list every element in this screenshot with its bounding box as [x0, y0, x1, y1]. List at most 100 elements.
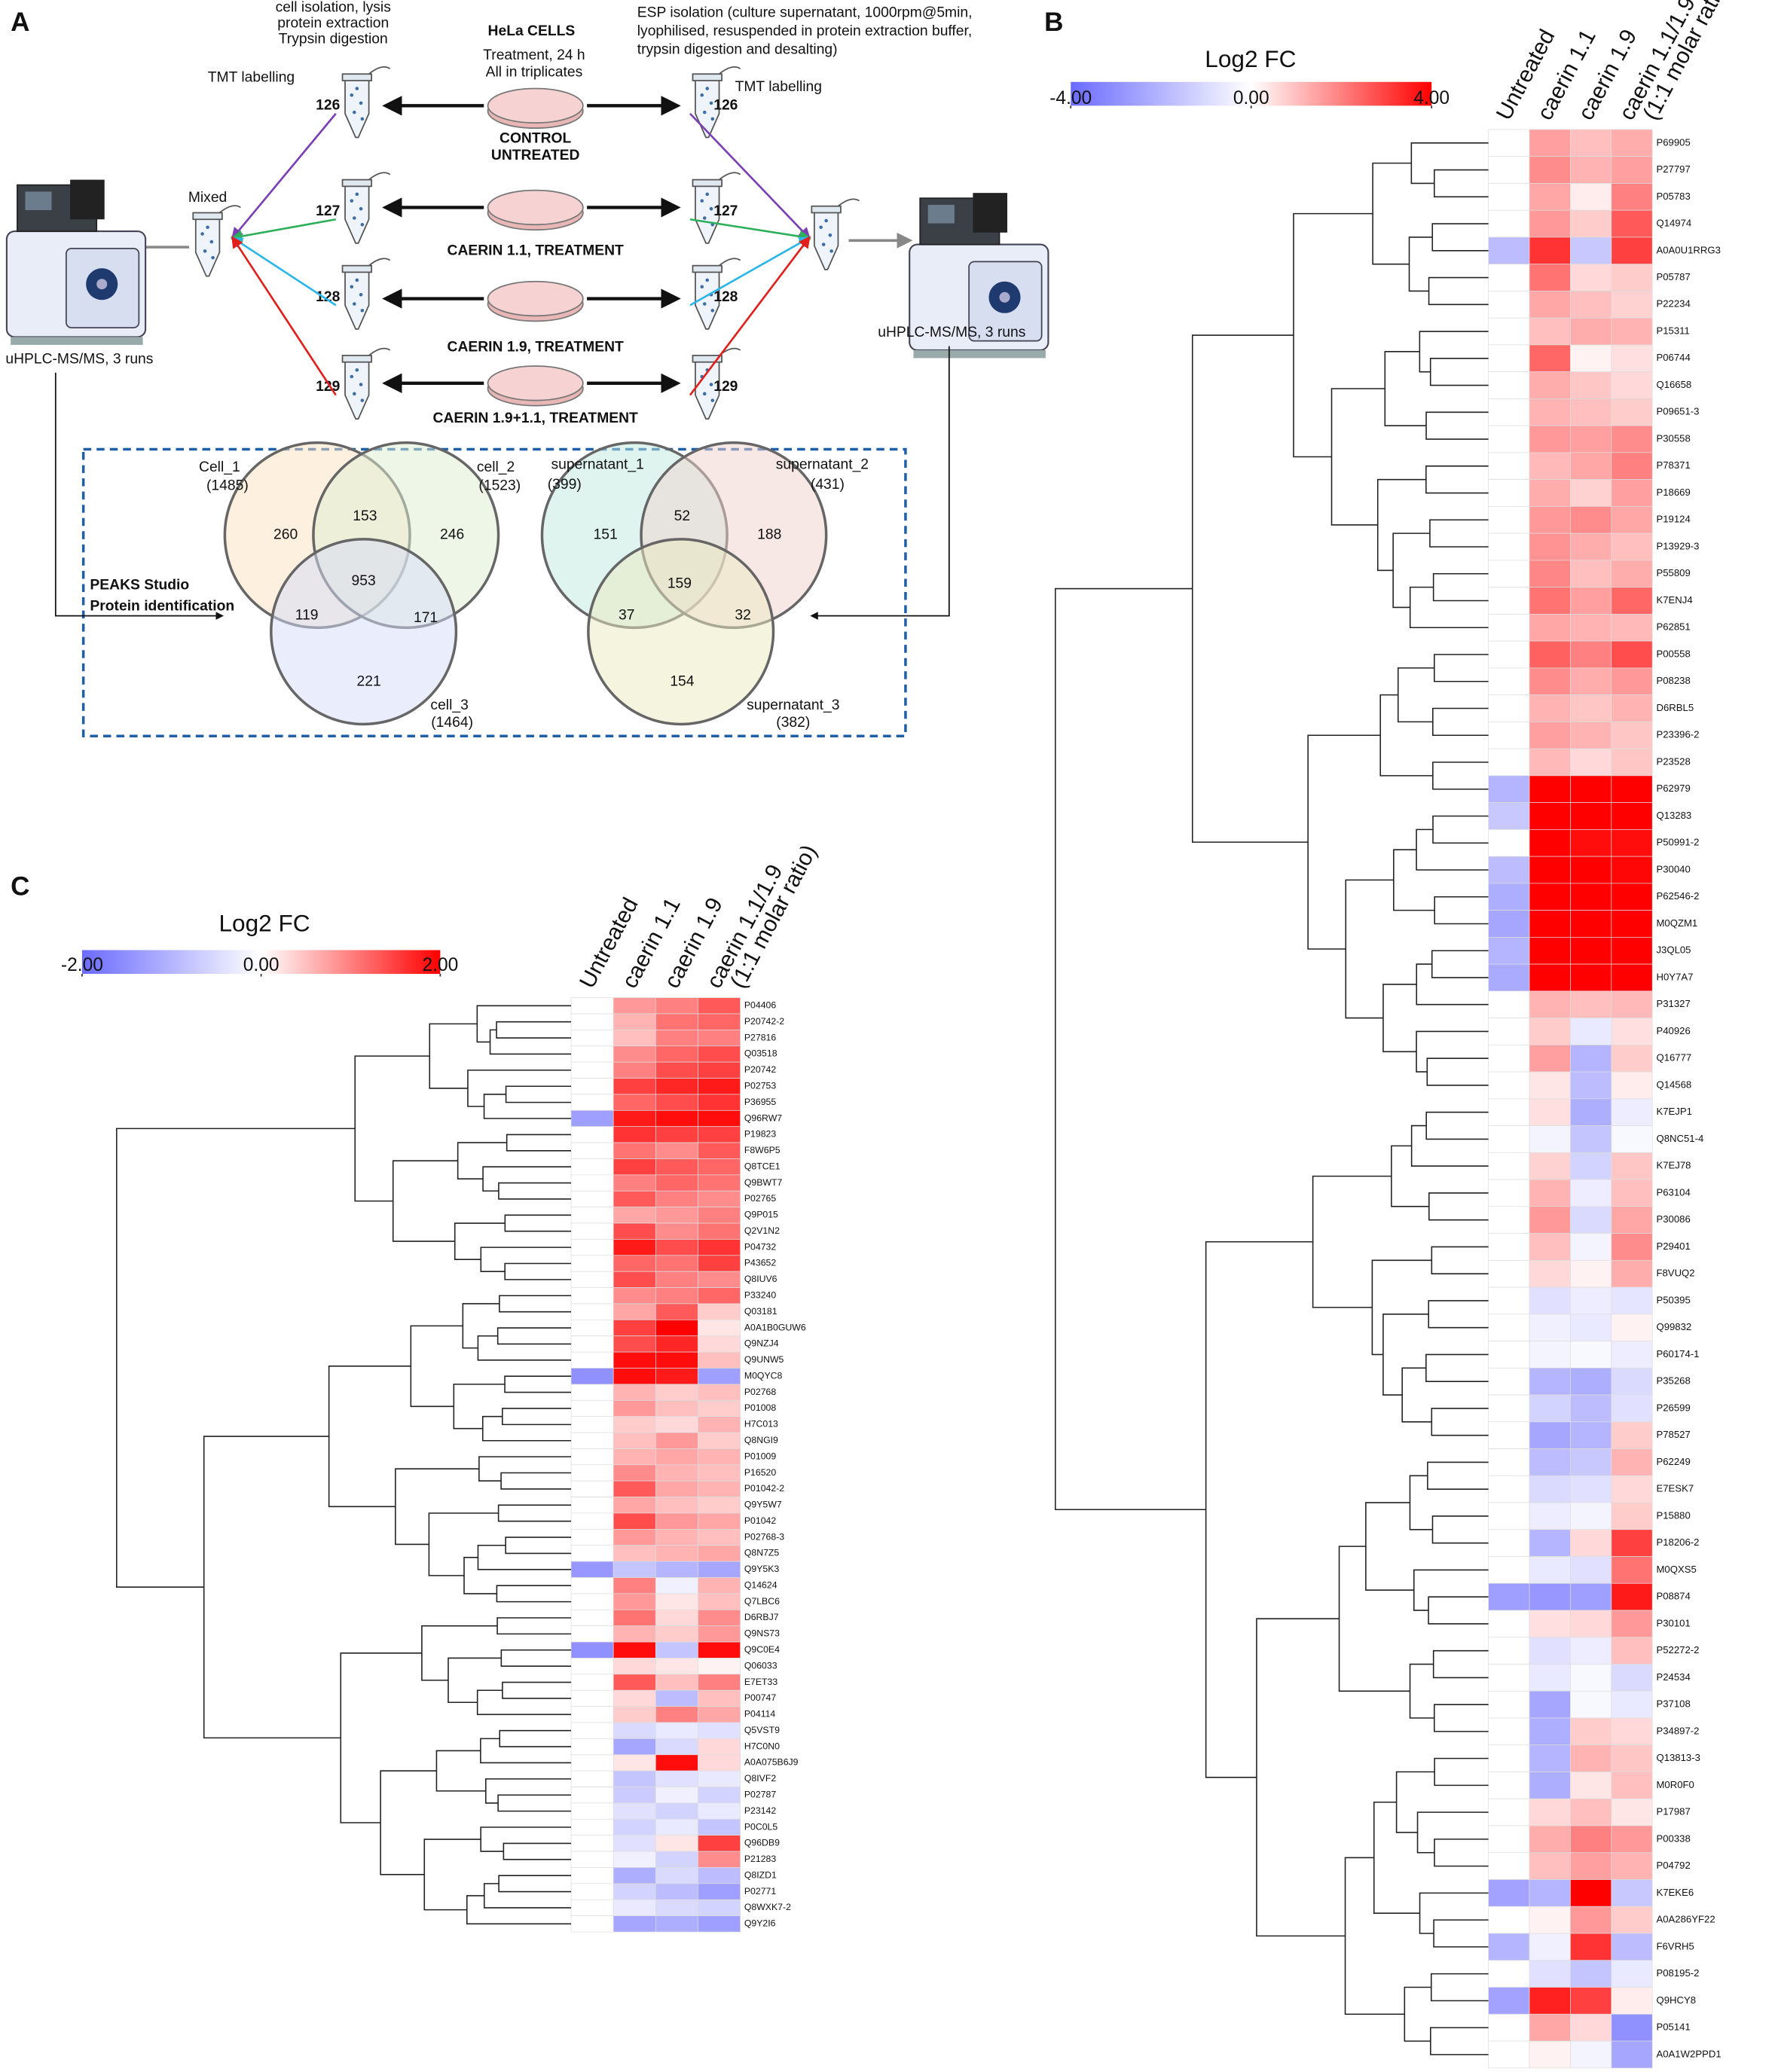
heat-cell [1529, 209, 1571, 238]
tube-dot [353, 110, 356, 114]
row-label: P08238 [1656, 675, 1690, 686]
heat-cell [1529, 1987, 1571, 2015]
heat-cell [698, 1674, 741, 1691]
heat-cell [1529, 371, 1571, 399]
heat-cell [1529, 1906, 1571, 1934]
heat-cell [655, 1061, 698, 1079]
heat-cell [1488, 802, 1530, 830]
heat-cell [655, 1158, 698, 1176]
venn-count: 159 [668, 576, 692, 592]
heat-cell [1529, 1744, 1571, 1772]
heat-cell [1488, 1529, 1530, 1557]
heat-cell [1529, 1879, 1571, 1907]
heat-cell [1488, 1637, 1530, 1665]
heat-cell [1529, 614, 1571, 642]
heat-cell [570, 1399, 614, 1417]
row-label: M0R0F0 [1656, 1779, 1694, 1790]
heat-cell [1570, 1314, 1612, 1341]
heat-cell [1488, 398, 1530, 426]
row-label: P05783 [1656, 191, 1690, 202]
row-label: P50991-2 [1656, 837, 1699, 848]
label: CAERIN 1.9, TREATMENT [448, 340, 624, 356]
row-label: P52272-2 [1656, 1644, 1699, 1655]
label: TMT labelling [208, 70, 295, 86]
heat-cell [1529, 236, 1571, 265]
row-label: P24534 [1656, 1671, 1690, 1683]
heat-cell [1488, 587, 1530, 615]
heat-cell [655, 1399, 698, 1417]
row-label: P00558 [1656, 648, 1690, 659]
tube-dot [700, 285, 704, 288]
heat-cell [613, 1335, 656, 1353]
heat-cell [1529, 1044, 1571, 1073]
heat-cell [1570, 1933, 1612, 1961]
heat-cell [1611, 748, 1653, 777]
heat-cell [698, 1448, 741, 1466]
venn-set-name: cell_2 [477, 459, 515, 475]
heat-cell [1529, 1286, 1571, 1315]
heat-cell [655, 1770, 698, 1787]
tube-dot [350, 199, 354, 203]
heat-cell [613, 1126, 656, 1143]
heat-cell [613, 1609, 656, 1627]
heat-cell [1570, 1744, 1612, 1772]
heat-cell [1570, 156, 1612, 184]
row-label: P01008 [744, 1402, 776, 1413]
heat-cell [1488, 344, 1530, 373]
heat-cell [613, 1754, 656, 1771]
heat-cell [1570, 1502, 1612, 1530]
heat-cell [1488, 829, 1530, 857]
heat-cell [1488, 667, 1530, 695]
heat-cell [1529, 1960, 1571, 1988]
heat-cell [570, 1609, 614, 1627]
heat-cell [613, 1045, 656, 1063]
heat-cell [1488, 1690, 1530, 1719]
tube-dot [829, 249, 833, 253]
row-label: D6RBL5 [1656, 702, 1694, 713]
heat-cell [698, 1207, 741, 1224]
heat-cell [655, 1561, 698, 1578]
heat-cell [570, 1497, 614, 1514]
heat-cell [1488, 1906, 1530, 1934]
heat-cell [1611, 1044, 1653, 1073]
heat-cell [1570, 1987, 1612, 2015]
row-label: Q14568 [1656, 1079, 1691, 1090]
tube-dot [360, 222, 365, 227]
tube-dot [819, 225, 823, 230]
heat-cell [655, 1738, 698, 1756]
heat-cell [1529, 856, 1571, 884]
flow-line [54, 372, 224, 620]
row-label: P01042-2 [744, 1483, 784, 1494]
heat-cell [1570, 371, 1612, 399]
heat-cell [1611, 317, 1653, 346]
row-label: K7EJP1 [1656, 1106, 1691, 1117]
heat-cell [1488, 1475, 1530, 1503]
heat-cell [655, 1497, 698, 1514]
row-label: P27797 [1656, 163, 1690, 175]
heat-cell [1611, 1179, 1653, 1207]
heat-cell [570, 1689, 614, 1707]
heat-cell [1570, 1825, 1612, 1854]
row-label: A0A1B0GUW6 [744, 1322, 806, 1332]
heat-cell [1529, 1152, 1571, 1180]
colorbar-tick-label: -4.00 [1049, 88, 1092, 108]
heat-cell [1611, 1771, 1653, 1799]
arrow [231, 236, 337, 396]
heat-cell [613, 1448, 656, 1466]
heat-cell [1488, 1367, 1530, 1396]
heat-cell [613, 1303, 656, 1320]
flow-line [810, 346, 950, 620]
heat-cell [655, 1464, 698, 1482]
row-label: A0A075B6J9 [744, 1757, 799, 1768]
heat-cell [1529, 1098, 1571, 1126]
heat-cell [1488, 1206, 1530, 1234]
row-label: P23142 [744, 1805, 776, 1816]
heat-cell [570, 1094, 614, 1111]
heat-cell [1570, 1664, 1612, 1692]
label: Treatment, 24 h [483, 47, 585, 63]
heat-cell [655, 1384, 698, 1401]
heat-cell [655, 1109, 698, 1128]
heat-cell [1488, 317, 1530, 346]
heat-cell [1488, 1071, 1530, 1100]
